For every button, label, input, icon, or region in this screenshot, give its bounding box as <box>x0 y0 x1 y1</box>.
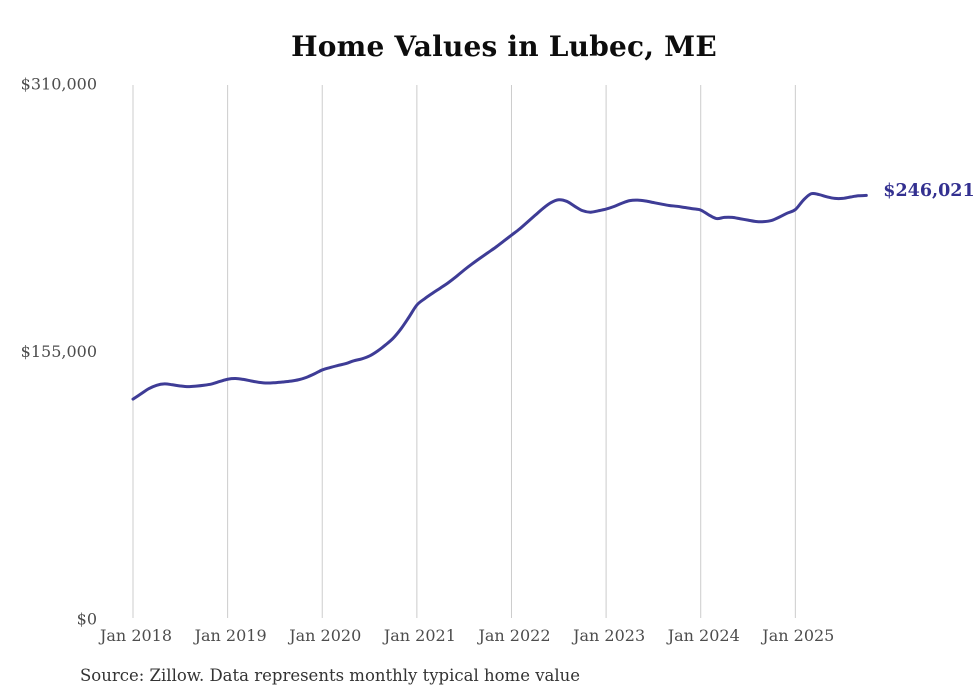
chart-title: Home Values in Lubec, ME <box>291 30 717 63</box>
y-tick-label: $155,000 <box>21 342 97 361</box>
source-note: Source: Zillow. Data represents monthly … <box>80 666 581 685</box>
y-tick-label: $310,000 <box>21 75 97 94</box>
x-tick-label: Jan 2025 <box>760 626 834 645</box>
x-tick-label: Jan 2022 <box>476 626 550 645</box>
x-tick-label: Jan 2018 <box>98 626 172 645</box>
home-value-line <box>131 191 868 401</box>
y-axis-labels-group: $0 $155,000 $310,000 <box>21 75 97 629</box>
series-group <box>131 191 868 401</box>
end-value-label: $246,021 <box>883 181 974 201</box>
gridlines-group <box>132 85 796 618</box>
x-tick-label: Jan 2024 <box>666 626 740 645</box>
x-axis-labels-group: Jan 2018 Jan 2019 Jan 2020 Jan 2021 Jan 2022… <box>98 626 834 645</box>
annotation-group: $246,021 <box>883 181 974 201</box>
y-tick-label: $0 <box>77 610 97 629</box>
x-tick-label: Jan 2019 <box>193 626 267 645</box>
x-tick-label: Jan 2021 <box>382 626 456 645</box>
x-tick-label: Jan 2020 <box>287 626 361 645</box>
x-tick-label: Jan 2023 <box>571 626 645 645</box>
